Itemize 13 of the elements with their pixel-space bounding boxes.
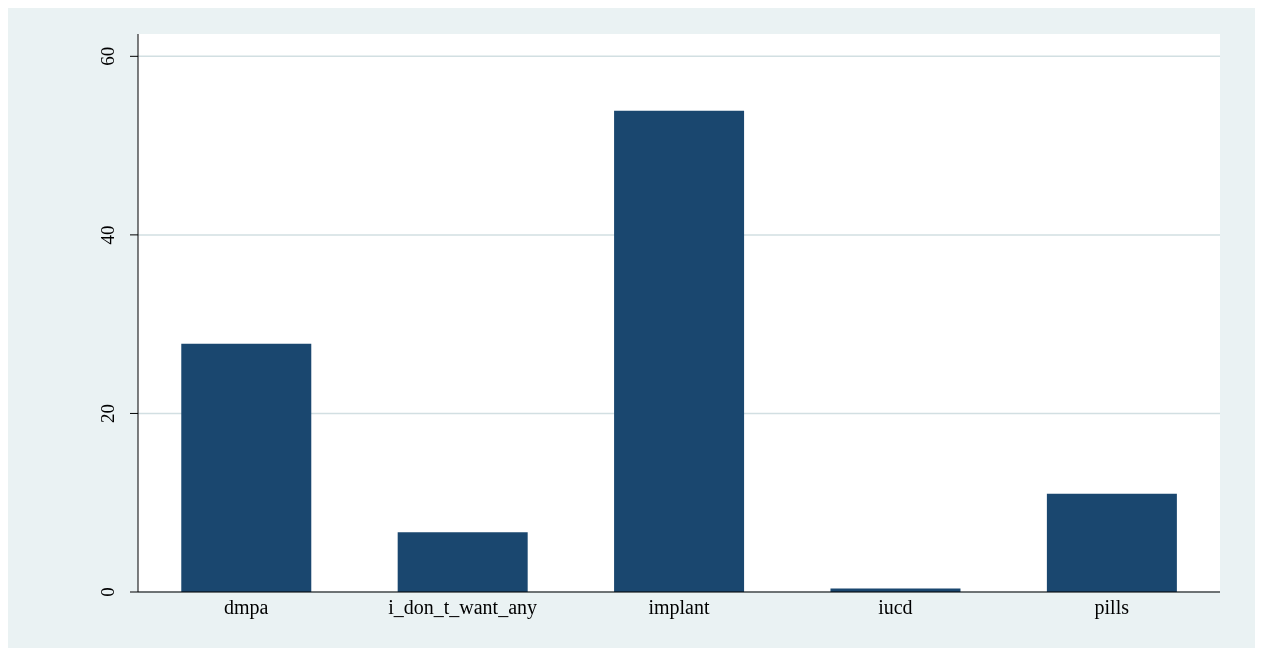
bar [1046, 493, 1177, 592]
y-tick-label: 0 [97, 587, 118, 597]
x-tick-label: implant [648, 596, 710, 620]
bar [181, 343, 312, 592]
x-tick-label: dmpa [223, 596, 269, 620]
y-tick-label: 60 [97, 46, 118, 66]
y-tick-label: 20 [97, 403, 118, 423]
bar [397, 532, 528, 592]
x-tick-label: i_don_t_want_any [388, 596, 538, 620]
x-tick-label: iucd [878, 596, 913, 619]
bar [614, 110, 745, 592]
y-tick-label: 40 [97, 225, 118, 245]
x-tick-label: pills [1094, 596, 1130, 620]
